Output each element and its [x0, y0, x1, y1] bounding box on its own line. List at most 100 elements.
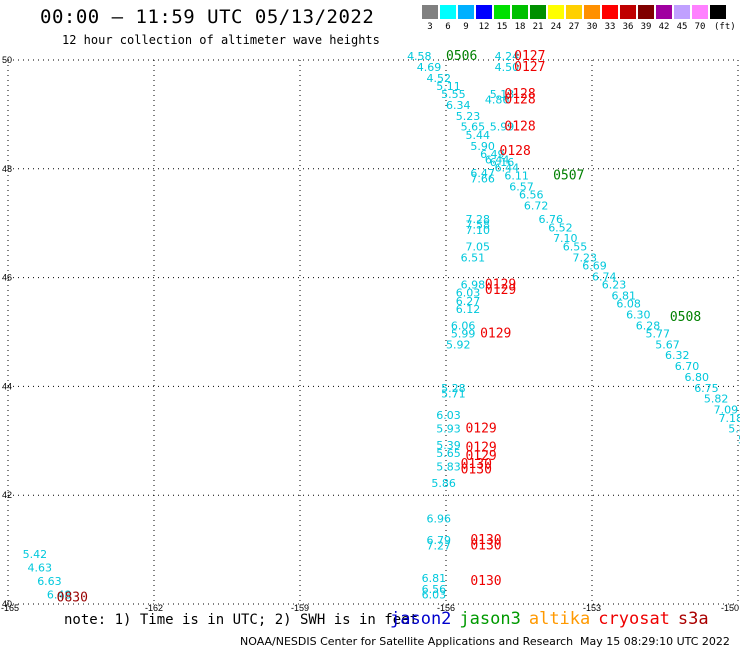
scale-swatch [584, 5, 600, 19]
axis-tick-labels: -165 -162 -159 -156 -153 -150 40 42 44 46 48 50 [1, 55, 739, 613]
y-tick-label: 50 [2, 55, 12, 65]
wave-height-value: 6.63 [37, 575, 62, 588]
scale-label: 33 [604, 22, 616, 32]
pass-time-label: 0130 [470, 574, 501, 589]
wave-height-value: 5.89 [728, 423, 740, 436]
wave-height-value: 6.48 [47, 589, 72, 602]
wave-height-value: 5.77 [646, 327, 671, 340]
pass-time-label: 0130 [461, 462, 492, 477]
satellite-legend-entry: s3a [677, 609, 709, 629]
scale-label: 27 [568, 22, 580, 32]
scale-swatch [638, 5, 654, 19]
wave-height-value: 6.44 [485, 153, 510, 166]
wave-height-value: 6.70 [675, 360, 700, 373]
wave-height-value: 5.11 [436, 80, 461, 93]
wave-height-value: 6.72 [524, 200, 549, 213]
wave-height-value: 4.86 [485, 94, 510, 107]
satellite-legend-entry: jason3 [459, 609, 521, 629]
x-tick-label: -159 [291, 603, 309, 613]
wave-height-value: 6.03 [456, 287, 481, 300]
wave-height-value: 5.23 [456, 110, 481, 123]
wave-height-value: 6.56 [519, 189, 544, 202]
wave-height-value: 7.18 [719, 412, 740, 425]
wave-height-value: 6.55 [563, 240, 588, 253]
wave-height-value: 6.32 [665, 349, 690, 362]
wave-height-value: 5.99 [451, 327, 476, 340]
x-tick-label: -162 [145, 603, 163, 613]
scale-label: 45 [676, 22, 688, 32]
wave-height-value: 7.28 [465, 213, 490, 226]
wave-height-value: 6.03 [422, 589, 447, 602]
pass-time-label: 0130 [470, 539, 501, 554]
wave-height-value: 6.49 [480, 148, 505, 161]
wave-height-value: 7.05 [465, 240, 490, 253]
wave-height-value: 6.69 [582, 259, 607, 272]
wave-height-value: 5.44 [465, 129, 490, 142]
pass-time-label: 0128 [504, 87, 535, 102]
wave-height-value: 6.79 [427, 534, 452, 547]
y-tick-label: 42 [2, 490, 12, 500]
scale-swatch [656, 5, 672, 19]
satellite-legend-entry: altika [528, 609, 591, 629]
pass-time-label: 0130 [461, 457, 492, 472]
wave-height-value: 5.71 [441, 387, 466, 400]
wave-height-value: 6.96 [427, 512, 452, 525]
x-tick-label: -156 [437, 603, 455, 613]
wave-height-value: 5.86 [431, 477, 456, 490]
wave-height-value: 4.50 [495, 61, 519, 74]
scale-unit: (ft) [714, 22, 736, 32]
scale-label: 70 [694, 22, 706, 32]
scale-swatch [530, 5, 546, 19]
scale-swatch [692, 5, 708, 19]
wave-height-value: 7.10 [465, 224, 490, 237]
pass-time-label: 0129 [465, 422, 496, 437]
scale-label: 30 [586, 22, 598, 32]
footer-note: note: 1) Time is in UTC; 2) SWH is in fe… [64, 612, 419, 628]
scale-label: 9 [463, 22, 469, 32]
pass-time-label: 0129 [485, 277, 516, 292]
y-tick-label: 46 [2, 273, 12, 283]
wave-height-value: 5.82 [704, 393, 729, 406]
scale-swatch [512, 5, 528, 19]
wave-height-value: 6.12 [456, 303, 481, 316]
wave-height-value: 7.09 [714, 404, 739, 417]
wave-height-value: 6.52 [548, 221, 573, 234]
wave-height-value: 7.10 [553, 232, 578, 245]
wave-height-value: 6.06 [451, 319, 476, 332]
wave-height-value: 5.13 [490, 88, 515, 101]
wave-height-value: 6.44 [495, 162, 519, 175]
wave-height-value: 6.57 [509, 181, 534, 194]
scale-label: 21 [532, 22, 544, 32]
scale-swatch [494, 5, 510, 19]
wave-height-value: 6.98 [461, 278, 486, 291]
wave-height-value: 5.90 [470, 140, 495, 153]
pass-time-label: 0129 [485, 283, 516, 298]
wave-height-value: 6.74 [592, 270, 617, 283]
wave-height-value: 6.27 [456, 295, 481, 308]
wave-height-value: 6.76 [538, 213, 563, 226]
scale-swatch [710, 5, 726, 19]
chart-title: 00:00 – 11:59 UTC 05/13/2022 [40, 6, 375, 28]
satellite-legend-entry: cryosat [598, 609, 670, 629]
satellite-legend-entry: jason2 [390, 609, 452, 629]
pass-time-label: 0129 [465, 449, 496, 464]
timestamp-text: May 15 08:29:10 UTC 2022 [580, 635, 730, 648]
wave-height-value: 6.56 [422, 583, 447, 596]
wave-height-value: 6.16 [490, 156, 515, 169]
wave-height-value: 4.52 [427, 72, 452, 85]
chart-subtitle: 12 hour collection of altimeter wave hei… [62, 33, 380, 47]
wave-height-value: 4.24 [495, 50, 519, 63]
wave-height-value: 5.65 [461, 121, 486, 134]
scale-label: 24 [550, 22, 562, 32]
scale-swatch [566, 5, 582, 19]
pass-time-label: 0129 [480, 326, 511, 341]
pass-time-label: 0127 [514, 49, 545, 64]
satellite-legend: jason2 jason3 altika cryosat s3a [390, 609, 717, 629]
wave-height-value: 7.66 [470, 172, 495, 185]
wave-height-value: 5.93 [436, 423, 461, 436]
wave-height-value: 5.42 [23, 548, 47, 561]
wave-height-value: 6.11 [504, 170, 529, 183]
scale-swatch [620, 5, 636, 19]
wave-height-value: 6.80 [684, 371, 709, 384]
